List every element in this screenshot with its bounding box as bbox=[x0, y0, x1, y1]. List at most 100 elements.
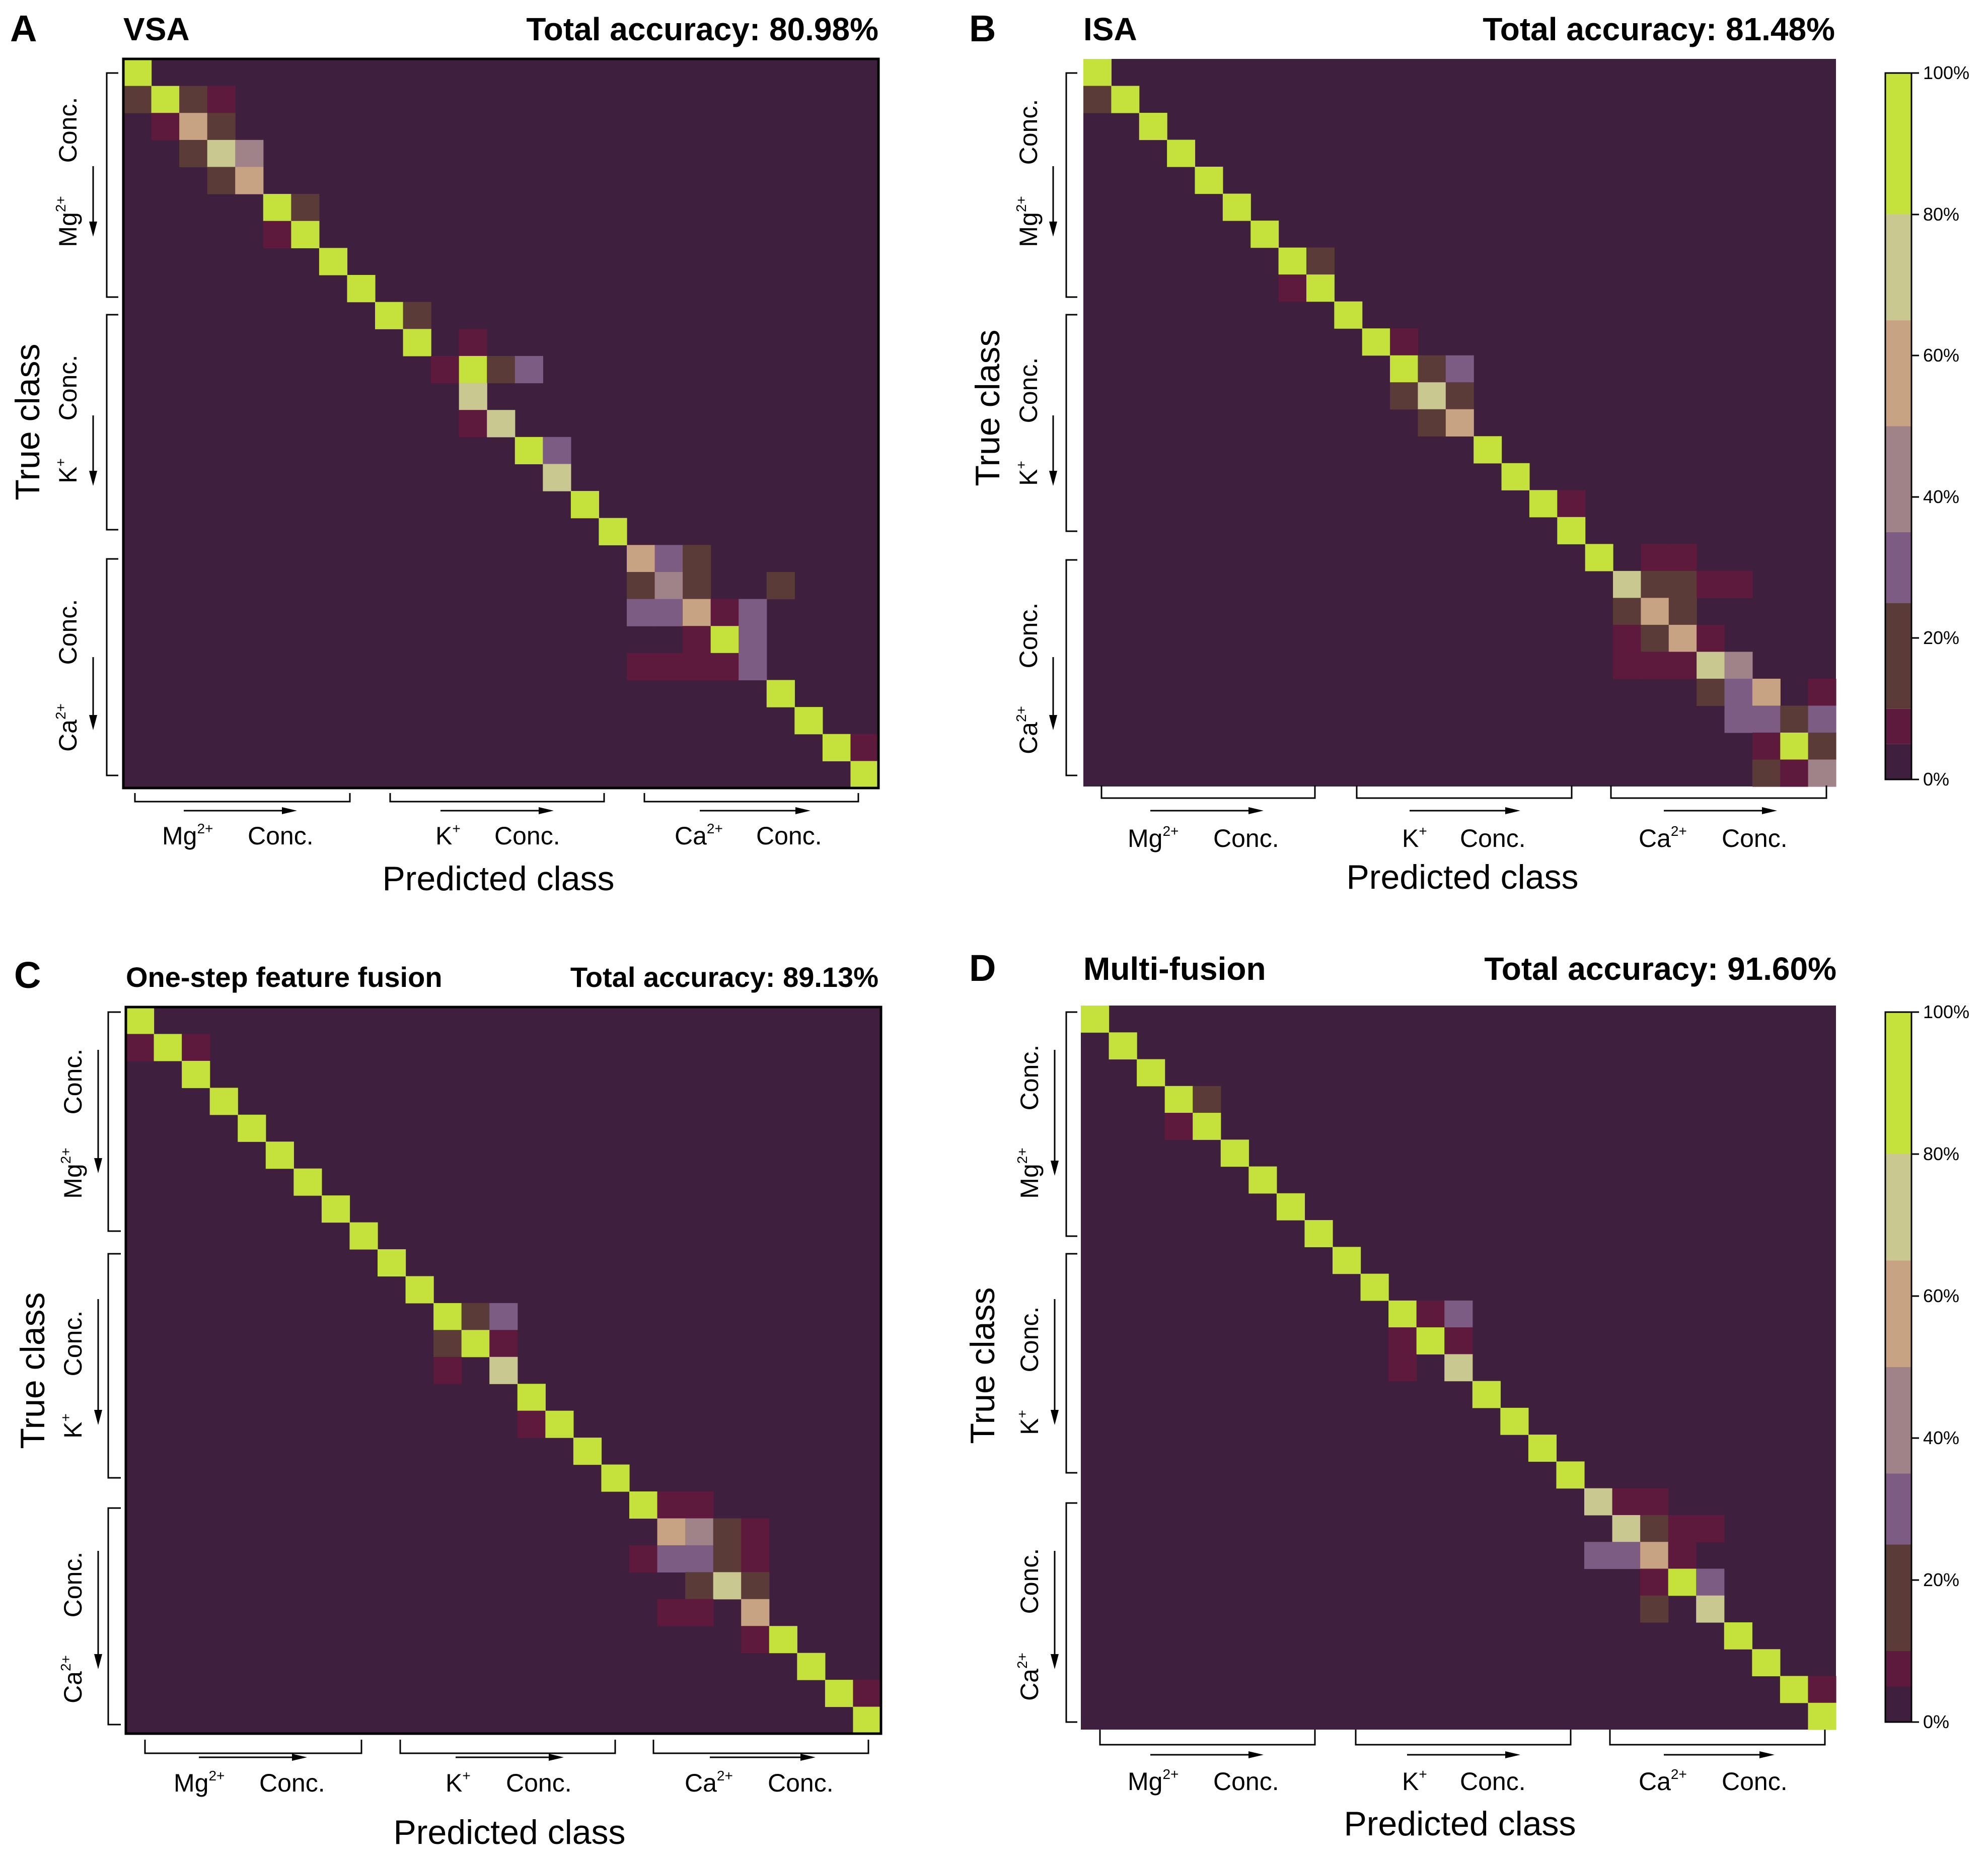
x-axis-title-d: Predicted class bbox=[1344, 1805, 1576, 1843]
heatmap-cell-r11-c11 bbox=[1390, 355, 1419, 383]
heatmap-cell-r24-c24 bbox=[1752, 705, 1781, 733]
plot-frame-a bbox=[122, 57, 880, 790]
heatmap-cell-r25-c25 bbox=[1780, 1676, 1809, 1703]
heatmap-cell-r19-c22 bbox=[1696, 1515, 1725, 1542]
heatmap-cell-r16-c16 bbox=[570, 491, 600, 519]
y-bracket-mg-a bbox=[106, 72, 118, 298]
y-bracket-ca-b bbox=[1065, 559, 1077, 776]
heatmap-cell-r8-c8 bbox=[1306, 274, 1335, 302]
x-bracket-mg-b bbox=[1100, 785, 1316, 799]
y-conc-mg-c: Conc. bbox=[59, 1049, 87, 1115]
x-groups-b bbox=[1100, 785, 1827, 812]
heatmap-cell-r2-c1 bbox=[151, 113, 180, 140]
colorbar-b-tick-60: 60% bbox=[1923, 345, 1959, 366]
x-axis-title-a: Predicted class bbox=[382, 860, 614, 898]
heatmap-cell-r26-c26 bbox=[1808, 1702, 1836, 1730]
y-conc-ca-c: Conc. bbox=[59, 1552, 87, 1618]
heatmap-cell-r20-c21 bbox=[1668, 598, 1697, 625]
x-bracket-ca-b bbox=[1610, 785, 1827, 799]
x-bracket-ca-a bbox=[643, 793, 859, 803]
heatmap-cell-r19-c19 bbox=[654, 571, 683, 600]
heatmap-cell-r20-c19 bbox=[1613, 598, 1642, 625]
x-ion-mg-c: Mg2+ bbox=[174, 1768, 225, 1797]
heatmap-cell-r19-c23 bbox=[1724, 570, 1753, 598]
y-bracket-mg-c bbox=[107, 1011, 121, 1232]
heatmap-cell-r21-c21 bbox=[1668, 624, 1697, 653]
heatmap-cell-r1-c0 bbox=[1083, 86, 1112, 113]
heatmap-cell-r20-c18 bbox=[627, 599, 655, 626]
heatmap-cell-r13-c12 bbox=[459, 410, 487, 438]
colorbar-b-tick-0: 0% bbox=[1923, 769, 1949, 790]
heatmap-cell-r10-c11 bbox=[1390, 328, 1419, 356]
colorbar-ticks-b bbox=[1911, 72, 1919, 780]
heatmap-cell-r12-c12 bbox=[459, 383, 487, 410]
heatmap-cell-r18-c19 bbox=[657, 1491, 686, 1519]
y-groups-a bbox=[92, 72, 118, 776]
x-bracket-ca-d bbox=[1609, 1730, 1826, 1746]
y-axis-title-c: True class bbox=[14, 1292, 52, 1449]
heatmap-cell-r3-c3 bbox=[1164, 1086, 1193, 1113]
heatmap-cell-r1-c2 bbox=[179, 86, 208, 113]
y-bracket-ca-c bbox=[107, 1507, 121, 1726]
heatmap-cell-r21-c22 bbox=[739, 626, 767, 654]
heatmap-cell-r23-c22 bbox=[741, 1626, 770, 1654]
heatmap-cell-r12-c11 bbox=[1388, 1327, 1417, 1354]
heatmap-cell-r15-c15 bbox=[543, 464, 571, 491]
colorbar-b-tick-80: 80% bbox=[1923, 204, 1959, 225]
panel-label-d: D bbox=[969, 947, 996, 989]
y-conc-mg-d: Conc. bbox=[1015, 1045, 1044, 1111]
heatmap-cell-r0-c0 bbox=[1083, 59, 1112, 87]
heatmap-cell-r1-c3 bbox=[207, 86, 236, 113]
y-ion-k-d: K+ bbox=[1014, 1410, 1044, 1435]
panel-d-accuracy: Total accuracy: 91.60% bbox=[1484, 951, 1836, 987]
y-bracket-ca-a bbox=[106, 558, 118, 776]
heatmap-cell-r21-c19 bbox=[1613, 624, 1642, 653]
heatmap-cell-r11-c12 bbox=[459, 355, 487, 384]
heatmap-cell-r9-c9 bbox=[378, 1249, 406, 1277]
x-axis-title-b: Predicted class bbox=[1346, 858, 1578, 896]
heatmap-cell-r22-c20 bbox=[685, 1599, 714, 1626]
heatmap-cell-r25-c26 bbox=[1808, 732, 1836, 760]
heatmap-cell-r25-c26 bbox=[1808, 1676, 1836, 1703]
heatmap-cell-r24-c24 bbox=[1752, 1649, 1781, 1677]
heatmap-cell-r18-c18 bbox=[1585, 544, 1613, 571]
heatmap-cell-r0-c0 bbox=[123, 59, 152, 87]
heatmap-cell-r11-c13 bbox=[489, 1303, 518, 1330]
heatmap-cell-r20-c21 bbox=[1668, 1542, 1697, 1569]
x-ion-k-d: K+ bbox=[1402, 1766, 1427, 1796]
heatmap-cell-r4-c3 bbox=[207, 167, 236, 194]
heatmap-cell-r22-c18 bbox=[627, 653, 655, 681]
heatmap-cell-r18-c18 bbox=[1584, 1488, 1613, 1516]
y-ion-ca-a: Ca2+ bbox=[53, 703, 82, 752]
heatmap-cell-r0-c0 bbox=[1081, 1006, 1110, 1033]
y-arrowheads-d bbox=[1051, 1161, 1059, 1669]
heatmap-cell-r21-c22 bbox=[1696, 1568, 1725, 1596]
y-conc-k-b: Conc. bbox=[1014, 358, 1043, 423]
y-conc-k-d: Conc. bbox=[1015, 1307, 1044, 1373]
heatmap-cell-r25-c26 bbox=[853, 1680, 881, 1707]
x-conc-mg-b: Conc. bbox=[1213, 824, 1279, 852]
heatmap-cell-r15-c15 bbox=[1500, 1407, 1529, 1435]
heatmap-cell-r21-c22 bbox=[1697, 624, 1725, 653]
heatmap-cell-r15-c15 bbox=[1501, 463, 1530, 490]
colorbar-d-tick-0: 0% bbox=[1923, 1711, 1949, 1732]
colorbar-d-tick-40: 40% bbox=[1923, 1427, 1959, 1448]
x-arrowheads-c bbox=[292, 1754, 816, 1761]
heatmap-cell-r21-c21 bbox=[713, 1572, 742, 1600]
heatmap-cell-r18-c20 bbox=[683, 545, 711, 573]
x-ion-k-a: K+ bbox=[435, 821, 461, 850]
heatmap-cell-r19-c21 bbox=[713, 1518, 742, 1546]
heatmap-cell-r14-c15 bbox=[543, 437, 571, 465]
x-bracket-mg-d bbox=[1099, 1730, 1316, 1746]
heatmap-cell-r5-c6 bbox=[291, 194, 320, 222]
heatmap-cell-r12-c11 bbox=[433, 1330, 462, 1357]
heatmap-cell-r23-c22 bbox=[1697, 678, 1725, 706]
heatmap-cell-r11-c11 bbox=[1388, 1300, 1417, 1328]
heatmap-cell-r11-c14 bbox=[514, 355, 543, 384]
colorbar-b-tick-40: 40% bbox=[1923, 486, 1959, 507]
y-bracket-mg-b bbox=[1065, 72, 1077, 298]
heatmap-cell-r13-c11 bbox=[1388, 1354, 1417, 1382]
x-ion-ca-b: Ca2+ bbox=[1639, 823, 1687, 852]
y-groups-c bbox=[97, 1011, 121, 1726]
